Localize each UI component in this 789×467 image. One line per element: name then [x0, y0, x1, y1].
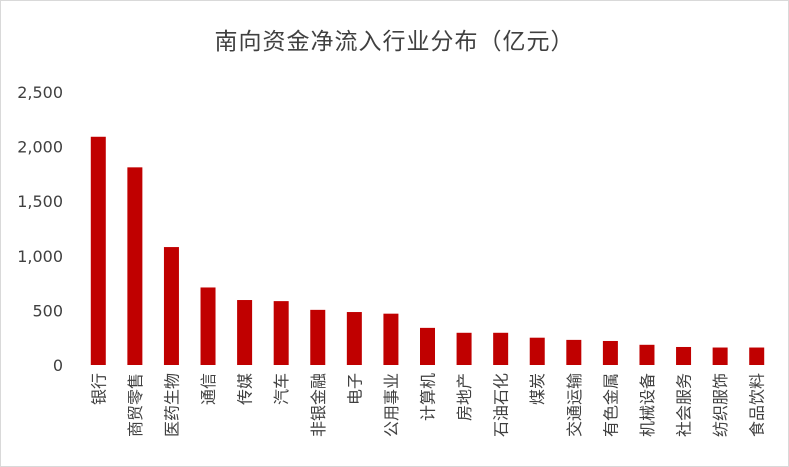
x-tick-label: 计算机 — [419, 373, 438, 421]
bar — [749, 347, 765, 365]
chart-title: 南向资金净流入行业分布（亿元） — [214, 29, 575, 55]
bar — [676, 346, 692, 365]
bar — [310, 309, 326, 365]
y-tick-label: 1,500 — [17, 192, 63, 211]
y-tick-label: 500 — [32, 301, 63, 320]
x-tick-label: 煤炭 — [528, 373, 547, 405]
bars — [90, 136, 765, 365]
y-tick-label: 2,500 — [17, 83, 63, 102]
x-tick-label: 非银金融 — [309, 373, 328, 437]
x-tick-label: 房地产 — [455, 373, 474, 421]
x-tick-label: 银行 — [89, 373, 108, 405]
x-tick-label: 传媒 — [236, 373, 255, 405]
bar — [639, 344, 655, 365]
y-axis: 0 500 1,000 1,500 2,000 2,500 — [17, 83, 63, 375]
bar — [420, 327, 435, 365]
x-tick-label: 社会服务 — [675, 373, 694, 437]
bar — [200, 287, 216, 365]
x-axis: 银行 商贸零售 医药生物 通信 传媒 汽车 非银金融 电子 公用事业 计算机 房地产 石油石化 煤炭 交通… — [89, 373, 766, 437]
bar — [346, 312, 362, 365]
x-tick-label: 石油石化 — [492, 373, 511, 437]
x-tick-label: 交通运输 — [565, 373, 584, 437]
bar — [493, 332, 509, 365]
bar — [529, 337, 545, 365]
x-tick-label: 汽车 — [272, 373, 291, 405]
y-tick-label: 2,000 — [17, 138, 63, 157]
bar — [383, 313, 399, 365]
x-tick-label: 通信 — [199, 373, 218, 405]
x-tick-label: 机械设备 — [638, 373, 657, 437]
x-tick-label: 商贸零售 — [126, 373, 145, 437]
x-tick-label: 有色金属 — [601, 373, 620, 437]
y-tick-label: 0 — [53, 356, 63, 375]
bar — [456, 332, 472, 365]
bar — [712, 347, 728, 365]
bar — [602, 340, 618, 365]
x-tick-label: 纺织服饰 — [711, 373, 730, 437]
bar — [90, 136, 106, 365]
bar — [566, 339, 582, 365]
y-tick-label: 1,000 — [17, 247, 63, 266]
x-tick-label: 食品饮料 — [748, 373, 767, 437]
x-tick-label: 电子 — [345, 373, 364, 405]
x-tick-label: 医药生物 — [162, 373, 181, 437]
bar — [237, 300, 253, 365]
bar — [273, 301, 289, 365]
x-tick-label: 公用事业 — [382, 373, 401, 437]
bar — [163, 247, 179, 365]
bar — [127, 167, 143, 365]
